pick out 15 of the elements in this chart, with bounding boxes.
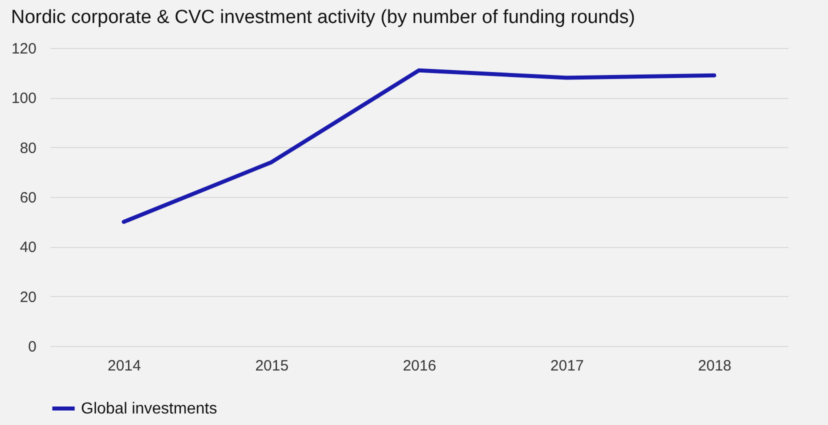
y-tick-label: 40	[20, 239, 36, 256]
y-tick-label: 20	[20, 288, 36, 306]
y-tick-label: 100	[11, 90, 36, 108]
x-tick-label: 2018	[698, 358, 732, 374]
x-tick-label: 2016	[402, 358, 436, 374]
y-tick-label: 60	[20, 190, 36, 206]
y-tick-label: 120	[11, 40, 36, 58]
chart-title: Nordic corporate & CVC investment activity (by number of funding rounds)	[10, 7, 636, 28]
line-series	[122, 68, 716, 224]
x-tick-label: 2015	[255, 358, 289, 374]
x-tick-label: 2014	[108, 358, 141, 374]
y-tick-label: 0	[28, 338, 36, 356]
x-tick-label: 2017	[550, 358, 584, 374]
legend-label: Global investments	[81, 400, 218, 418]
y-tick-label: 80	[20, 140, 36, 157]
